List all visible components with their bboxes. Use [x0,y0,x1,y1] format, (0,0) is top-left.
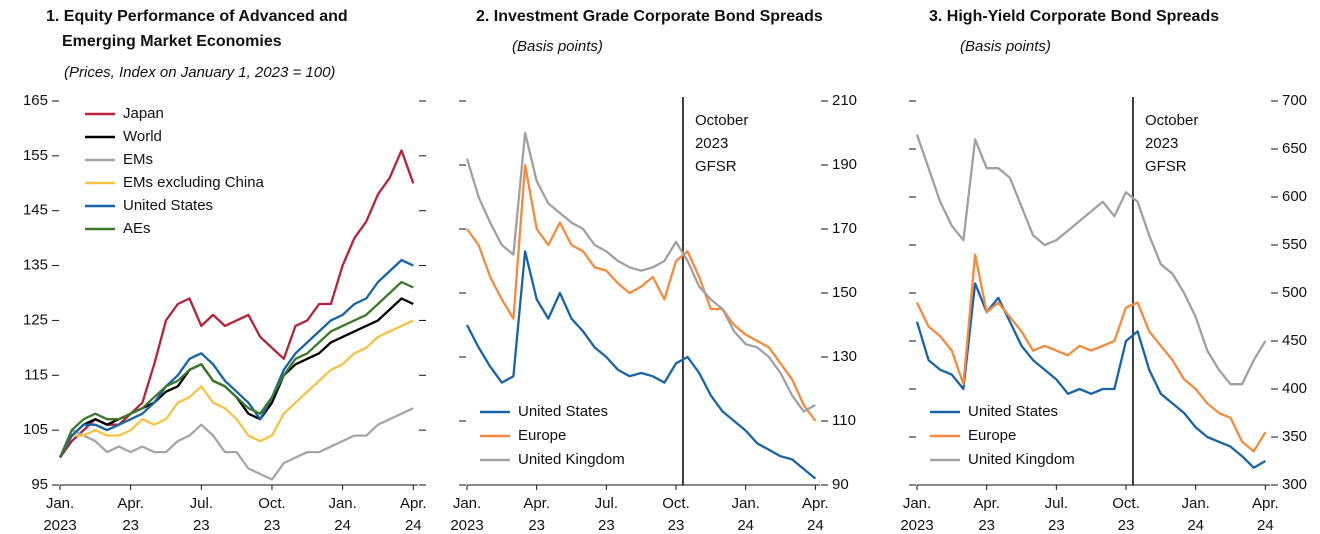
panel-subtitle: (Basis points) [960,38,1051,55]
legend-label: AEs [123,220,151,237]
y-tick-label: 110 [832,412,856,429]
reference-label: October 2023 GFSR [695,112,748,175]
y-tick-label: 500 [1282,284,1307,301]
x-tick-label: Jul. 23 [190,495,213,534]
legend-label: Japan [123,105,164,122]
legend-label: World [123,128,162,145]
panel-title: 3. High-Yield Corporate Bond Spreads [929,8,1220,25]
y-tick-label: 600 [1282,188,1307,205]
y-tick-label: 350 [1282,428,1307,445]
series-line [466,163,817,422]
panel-subtitle: (Prices, Index on January 1, 2023 = 100) [64,64,336,81]
x-tick-label: Apr. 23 [523,495,550,534]
legend-label: United Kingdom [968,451,1075,468]
series-line [58,319,414,459]
series-line [915,134,1267,386]
y-tick-label: 450 [1282,332,1307,349]
x-tick-label: Jan. 2023 [450,495,483,534]
panel-title: 1. Equity Performance of Advanced and Em… [46,8,348,50]
x-tick-label: Oct. 23 [258,495,286,534]
y-tick-label: 190 [832,156,857,173]
x-tick-label: Oct. 23 [1112,495,1140,534]
y-tick-label: 135 [23,257,48,274]
y-tick-label: 150 [832,284,857,301]
series-line [58,297,414,459]
series-line [915,253,1267,453]
y-tick-label: 300 [1282,476,1307,493]
x-tick-label: Jan. 2023 [43,495,76,534]
x-tick-label: Apr. 24 [802,495,829,534]
y-tick-label: 155 [23,147,48,164]
series-line [58,258,414,459]
y-tick-label: 95 [31,476,48,493]
x-tick-label: Jan. 24 [732,495,760,534]
legend-label: United Kingdom [518,451,625,468]
y-tick-label: 650 [1282,140,1307,157]
series-line [465,250,817,480]
y-tick-label: 130 [832,348,857,365]
y-tick-label: 165 [23,92,48,109]
x-tick-label: Jan. 24 [1182,495,1210,534]
legend-label: EMs [123,151,153,168]
y-tick-label: 400 [1282,380,1307,397]
legend-label: Europe [968,427,1016,444]
panel-title: 2. Investment Grade Corporate Bond Sprea… [476,8,823,25]
x-tick-label: Apr. 23 [973,495,1000,534]
reference-label: October 2023 GFSR [1145,112,1198,175]
legend-label: United States [518,403,608,420]
y-tick-label: 170 [832,220,857,237]
x-tick-label: Jan. 24 [328,495,356,534]
y-tick-label: 700 [1282,92,1307,109]
x-tick-label: Apr. 24 [1252,495,1279,534]
series-line [58,407,414,481]
x-tick-label: Apr. 23 [117,495,144,534]
y-tick-label: 90 [832,476,849,493]
legend-label: Europe [518,427,566,444]
x-tick-label: Oct. 23 [662,495,690,534]
series-line [59,149,415,459]
x-tick-label: Jan. 2023 [900,495,933,534]
legend-label: United States [123,197,213,214]
y-tick-label: 105 [23,421,48,438]
x-tick-label: Apr. 24 [400,495,427,534]
legend-label: EMs excluding China [123,174,265,191]
y-tick-label: 115 [24,366,48,383]
y-tick-label: 210 [832,92,857,109]
series-line [915,282,1266,469]
y-tick-label: 145 [23,202,48,219]
x-tick-label: Jul. 23 [1045,495,1068,534]
x-tick-label: Jul. 23 [595,495,618,534]
y-tick-label: 550 [1282,236,1307,253]
series-line [58,280,414,459]
y-tick-label: 125 [23,311,48,328]
legend-label: United States [968,403,1058,420]
panel-subtitle: (Basis points) [512,38,603,55]
series-line [465,131,816,413]
